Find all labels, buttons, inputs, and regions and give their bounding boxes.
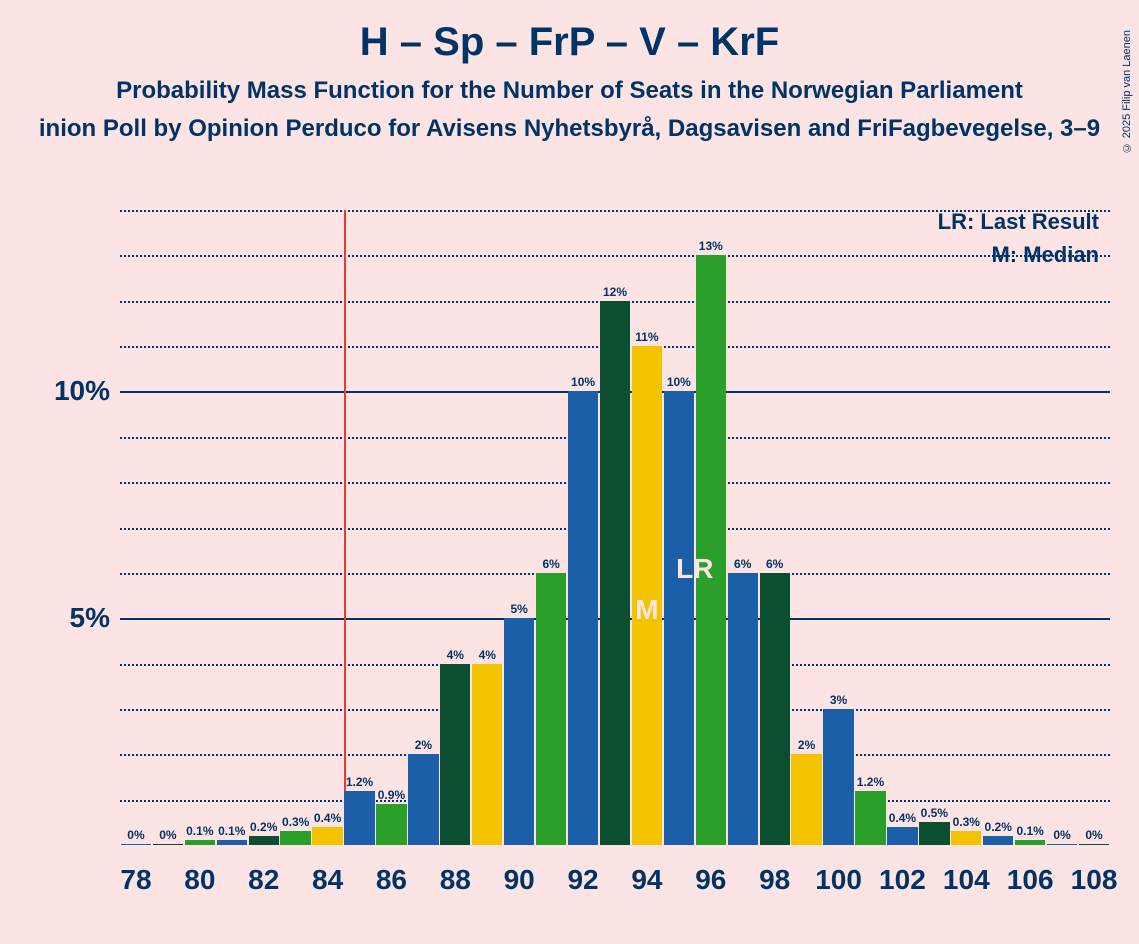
bar: 0.4% (312, 827, 342, 845)
bar-value-label: 4% (479, 648, 496, 662)
bar-value-label: 6% (734, 557, 751, 571)
bar: 1.2% (344, 791, 374, 845)
bar-value-label: 0% (1085, 828, 1102, 842)
bar: 12% (600, 301, 630, 845)
x-axis-label: 78 (120, 864, 151, 896)
bar-value-label: 0.3% (282, 815, 309, 829)
y-axis-label: 10% (40, 375, 110, 407)
x-axis-label: 86 (376, 864, 407, 896)
x-axis-label: 90 (504, 864, 535, 896)
grid-line (120, 255, 1110, 257)
bar-value-label: 0.1% (1016, 824, 1043, 838)
x-axis-label: 98 (759, 864, 790, 896)
bar-value-label: 6% (766, 557, 783, 571)
majority-line (344, 210, 346, 845)
bar-value-label: 0.9% (378, 788, 405, 802)
bar-value-label: 13% (699, 239, 723, 253)
bar: 0% (121, 844, 151, 845)
bar: 1.2% (855, 791, 885, 845)
bar: 2% (791, 754, 821, 845)
bar: 0% (1047, 844, 1077, 845)
bar-value-label: 10% (667, 375, 691, 389)
bar-value-label: 2% (415, 738, 432, 752)
x-axis-label: 84 (312, 864, 343, 896)
bar-value-label: 0.1% (218, 824, 245, 838)
bar-value-label: 3% (830, 693, 847, 707)
bar: 0.3% (951, 831, 981, 845)
bar: 6% (760, 573, 790, 845)
chart-subtitle-2: inion Poll by Opinion Perduco for Avisen… (0, 115, 1139, 143)
bar-value-label: 0% (127, 828, 144, 842)
bar: 13% (696, 255, 726, 845)
median-marker: M (635, 594, 658, 626)
bar-value-label: 0% (1053, 828, 1070, 842)
copyright-text: © 2025 Filip van Laenen (1121, 30, 1133, 153)
bar: 4% (440, 664, 470, 845)
bar-value-label: 0% (159, 828, 176, 842)
bar-value-label: 5% (511, 602, 528, 616)
bar-value-label: 0.2% (985, 820, 1012, 834)
x-axis-label: 100 (815, 864, 862, 896)
bar: 0% (1079, 844, 1109, 845)
bar-value-label: 4% (447, 648, 464, 662)
bar: 0.5% (919, 822, 949, 845)
bar-value-label: 2% (798, 738, 815, 752)
grid-line (120, 210, 1110, 212)
bar-value-label: 11% (635, 330, 658, 344)
bar: 0.9% (376, 804, 406, 845)
bar: 0% (153, 844, 183, 845)
bar-value-label: 0.1% (186, 824, 213, 838)
x-axis-label: 92 (567, 864, 598, 896)
chart-subtitle-1: Probability Mass Function for the Number… (0, 77, 1139, 105)
bar-value-label: 0.5% (921, 806, 948, 820)
x-axis-label: 80 (184, 864, 215, 896)
bar: 4% (472, 664, 502, 845)
bar: 0.2% (249, 836, 279, 845)
bar: 10% (568, 391, 598, 845)
bar: 0.2% (983, 836, 1013, 845)
x-axis: 7880828486889092949698100102104106108 (120, 864, 1110, 914)
x-axis-label: 102 (879, 864, 926, 896)
bar-value-label: 0.4% (889, 811, 916, 825)
bar: 3% (823, 709, 853, 845)
bar: 6% (536, 573, 566, 845)
bar: 0.1% (217, 840, 247, 845)
x-axis-label: 108 (1071, 864, 1118, 896)
bar-value-label: 0.2% (250, 820, 277, 834)
bar-value-label: 1.2% (857, 775, 884, 789)
bar: 0.4% (887, 827, 917, 845)
x-axis-label: 88 (440, 864, 471, 896)
bar-value-label: 12% (603, 285, 627, 299)
bar: 0.1% (1015, 840, 1045, 845)
x-axis-label: 96 (695, 864, 726, 896)
y-axis-label: 5% (40, 602, 110, 634)
x-axis-label: 106 (1007, 864, 1054, 896)
bar-value-label: 10% (571, 375, 595, 389)
bar: 6% (728, 573, 758, 845)
bar: 2% (408, 754, 438, 845)
x-axis-label: 94 (631, 864, 662, 896)
chart-plot-area: 5%10%0%0%0.1%0.1%0.2%0.3%0.4%1.2%0.9%2%4… (120, 210, 1110, 845)
x-axis-label: 104 (943, 864, 990, 896)
bar: 0.1% (185, 840, 215, 845)
bar: 10% (664, 391, 694, 845)
chart-title: H – Sp – FrP – V – KrF (0, 20, 1139, 65)
bar-value-label: 0.3% (953, 815, 980, 829)
bar-value-label: 0.4% (314, 811, 341, 825)
lr-marker: LR (676, 553, 713, 585)
bar: 5% (504, 618, 534, 845)
bar-value-label: 1.2% (346, 775, 373, 789)
bar-value-label: 6% (542, 557, 559, 571)
x-axis-label: 82 (248, 864, 279, 896)
bar: 0.3% (280, 831, 310, 845)
